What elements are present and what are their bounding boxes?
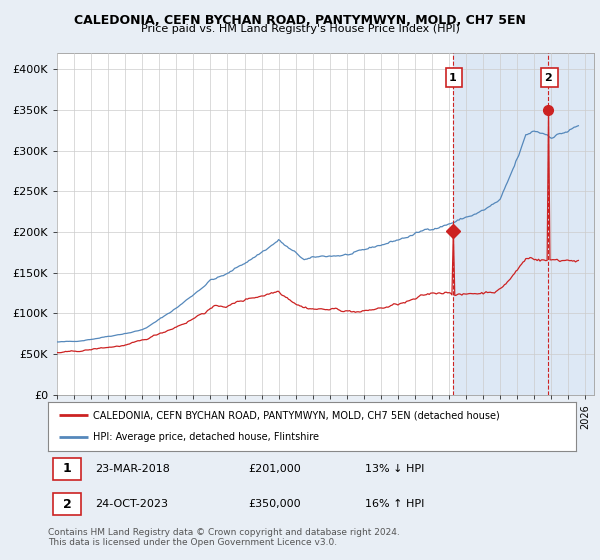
Bar <box>453 53 600 395</box>
Text: £350,000: £350,000 <box>248 499 301 509</box>
Text: 24-OCT-2023: 24-OCT-2023 <box>95 499 169 509</box>
FancyBboxPatch shape <box>53 458 81 480</box>
Text: 2: 2 <box>544 73 552 83</box>
Text: Contains HM Land Registry data © Crown copyright and database right 2024.
This d: Contains HM Land Registry data © Crown c… <box>48 528 400 547</box>
Text: 1: 1 <box>449 73 457 83</box>
Text: 1: 1 <box>62 463 71 475</box>
Text: £201,000: £201,000 <box>248 464 301 474</box>
Text: CALEDONIA, CEFN BYCHAN ROAD, PANTYMWYN, MOLD, CH7 5EN (detached house): CALEDONIA, CEFN BYCHAN ROAD, PANTYMWYN, … <box>93 410 500 421</box>
Text: 13% ↓ HPI: 13% ↓ HPI <box>365 464 424 474</box>
Text: Price paid vs. HM Land Registry's House Price Index (HPI): Price paid vs. HM Land Registry's House … <box>140 24 460 34</box>
Text: HPI: Average price, detached house, Flintshire: HPI: Average price, detached house, Flin… <box>93 432 319 442</box>
Text: CALEDONIA, CEFN BYCHAN ROAD, PANTYMWYN, MOLD, CH7 5EN: CALEDONIA, CEFN BYCHAN ROAD, PANTYMWYN, … <box>74 14 526 27</box>
Text: 2: 2 <box>62 497 71 511</box>
FancyBboxPatch shape <box>541 68 557 87</box>
FancyBboxPatch shape <box>446 68 463 87</box>
FancyBboxPatch shape <box>53 493 81 515</box>
Text: 23-MAR-2018: 23-MAR-2018 <box>95 464 170 474</box>
Text: 16% ↑ HPI: 16% ↑ HPI <box>365 499 424 509</box>
